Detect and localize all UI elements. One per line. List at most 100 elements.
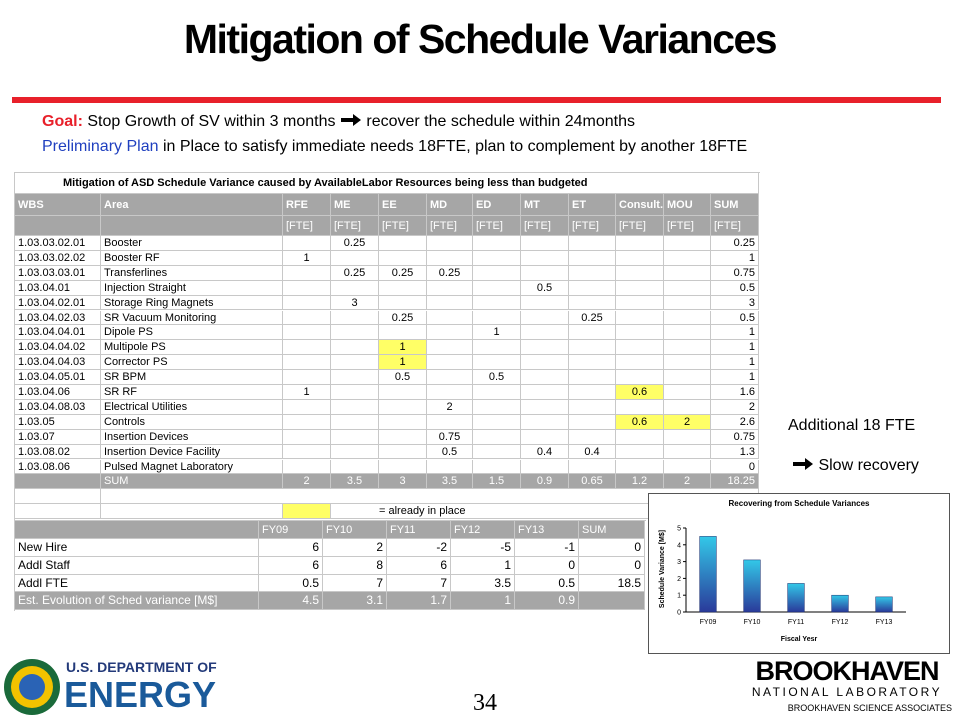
table-cell: 0.5 bbox=[515, 574, 579, 593]
table-cell: 1 bbox=[451, 592, 515, 611]
table-cell: ET bbox=[569, 194, 616, 216]
table-cell: 1 bbox=[711, 325, 759, 341]
table-cell: EE bbox=[379, 194, 427, 216]
bnl-text: NATIONAL LABORATORY bbox=[751, 685, 943, 699]
table-cell bbox=[331, 310, 379, 326]
arrow-icon bbox=[793, 458, 813, 470]
table-cell: 2.6 bbox=[711, 414, 759, 430]
table-cell: 0 bbox=[711, 459, 759, 475]
table-cell bbox=[664, 385, 711, 400]
table-cell: ED bbox=[473, 194, 521, 216]
table-cell bbox=[569, 340, 616, 356]
table-cell: [FTE] bbox=[521, 216, 569, 236]
table-cell: [FTE] bbox=[616, 216, 664, 236]
table-cell bbox=[664, 236, 711, 251]
table-cell bbox=[283, 414, 331, 430]
table-cell: 0.9 bbox=[521, 474, 569, 490]
page-number: 34 bbox=[473, 690, 497, 716]
table-cell: 1.7 bbox=[387, 592, 451, 611]
table-cell: 2 bbox=[283, 474, 331, 490]
plan-label: Preliminary Plan bbox=[42, 138, 159, 155]
table-cell bbox=[521, 340, 569, 356]
table-cell bbox=[664, 310, 711, 326]
table-cell: WBS bbox=[15, 194, 101, 216]
table-cell bbox=[283, 295, 331, 311]
table-cell bbox=[331, 414, 379, 430]
table-cell: [FTE] bbox=[473, 216, 521, 236]
table-cell: Addl FTE bbox=[15, 574, 259, 593]
table-cell: Pulsed Magnet Laboratory bbox=[101, 459, 283, 475]
table-cell bbox=[331, 355, 379, 371]
table-cell bbox=[379, 414, 427, 430]
table-cell: [FTE] bbox=[569, 216, 616, 236]
table-cell: 1.03.03.02.02 bbox=[15, 250, 101, 266]
y-tick-label: 3 bbox=[677, 559, 681, 566]
table-cell: 0.25 bbox=[711, 236, 759, 251]
table-cell bbox=[427, 310, 473, 326]
table-cell: Injection Straight bbox=[101, 280, 283, 296]
table-cell bbox=[427, 250, 473, 266]
table-cell: 0.75 bbox=[427, 429, 473, 445]
table-cell: 1 bbox=[711, 355, 759, 371]
table-cell: 0.5 bbox=[259, 574, 323, 593]
table-cell: 8 bbox=[323, 556, 387, 575]
table-cell bbox=[569, 295, 616, 311]
table-cell bbox=[521, 429, 569, 445]
table-cell: 0.4 bbox=[521, 444, 569, 460]
table-cell: -5 bbox=[451, 539, 515, 557]
table-cell: 0 bbox=[579, 556, 645, 575]
table-cell bbox=[664, 444, 711, 460]
table-cell bbox=[616, 295, 664, 311]
table-cell bbox=[521, 325, 569, 341]
table-cell: 0.5 bbox=[473, 370, 521, 385]
table-cell bbox=[521, 265, 569, 281]
x-axis-label: Fiscal Yesr bbox=[781, 636, 818, 643]
table-cell: 1 bbox=[379, 340, 427, 356]
slide-title: Mitigation of Schedule Variances bbox=[183, 16, 778, 62]
table-cell: 3 bbox=[379, 474, 427, 490]
table-cell: 3.5 bbox=[427, 474, 473, 490]
doe-text: U.S. DEPARTMENT OF bbox=[66, 659, 217, 675]
table-cell bbox=[616, 325, 664, 341]
table-cell bbox=[473, 385, 521, 400]
table-cell: 0.65 bbox=[569, 474, 616, 490]
table-cell bbox=[427, 236, 473, 251]
table-cell bbox=[379, 280, 427, 296]
table-cell: Controls bbox=[101, 414, 283, 430]
table-cell: 0 bbox=[515, 556, 579, 575]
table-cell bbox=[664, 280, 711, 296]
table-cell: 7 bbox=[323, 574, 387, 593]
arrow-icon bbox=[340, 114, 361, 126]
table-cell: 0.5 bbox=[427, 444, 473, 460]
table-cell: Storage Ring Magnets bbox=[101, 295, 283, 311]
table-cell: 2 bbox=[664, 414, 711, 430]
table-cell bbox=[283, 280, 331, 296]
table-cell: [FTE] bbox=[664, 216, 711, 236]
table-cell: 1.3 bbox=[711, 444, 759, 460]
table-cell: 3 bbox=[331, 295, 379, 311]
table-cell bbox=[521, 414, 569, 430]
table-cell: Consult. bbox=[616, 194, 664, 216]
table-cell bbox=[521, 310, 569, 326]
x-tick-label: FY12 bbox=[832, 619, 849, 626]
table-cell bbox=[379, 325, 427, 341]
table-cell: Insertion Devices bbox=[101, 429, 283, 445]
doe-text: ENERGY bbox=[64, 674, 216, 715]
table-cell bbox=[101, 504, 283, 520]
table-cell bbox=[664, 370, 711, 385]
chart: Recovering from Schedule Variances Sched… bbox=[648, 493, 950, 654]
table-cell bbox=[473, 399, 521, 415]
table-cell: Addl Staff bbox=[15, 556, 259, 575]
table-cell bbox=[15, 504, 101, 520]
table-cell: Electrical Utilities bbox=[101, 399, 283, 415]
bar bbox=[787, 583, 805, 613]
table-cell: 3 bbox=[711, 295, 759, 311]
table-cell: 2 bbox=[427, 399, 473, 415]
table-cell bbox=[664, 340, 711, 356]
table-cell bbox=[521, 295, 569, 311]
table-cell: 1.03.03.03.01 bbox=[15, 265, 101, 281]
table-cell bbox=[427, 355, 473, 371]
table-cell: 1.03.07 bbox=[15, 429, 101, 445]
table-cell: 0.25 bbox=[331, 236, 379, 251]
table-cell bbox=[569, 399, 616, 415]
